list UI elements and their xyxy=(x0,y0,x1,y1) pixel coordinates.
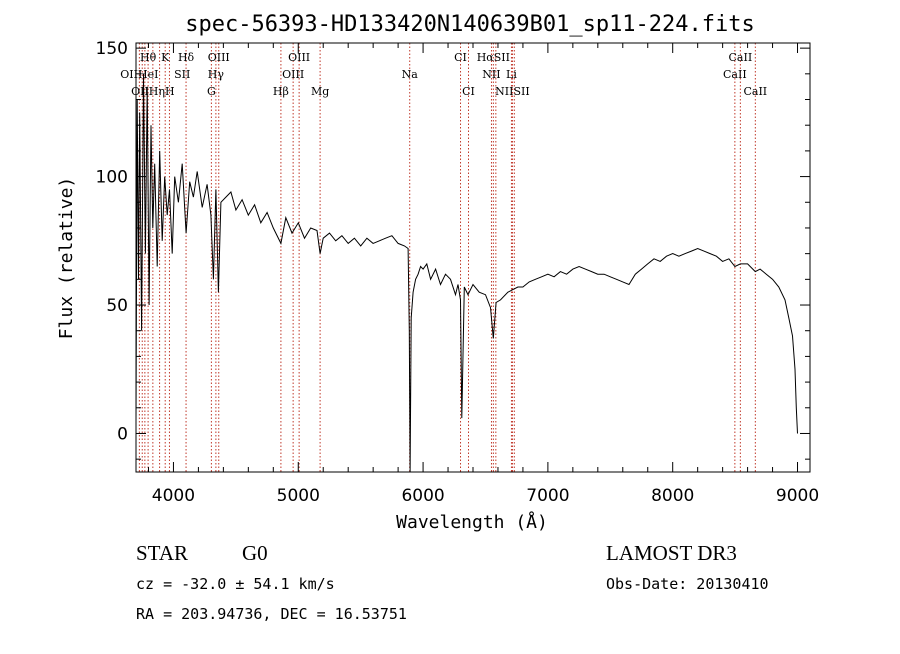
spectral-line-label: CaII xyxy=(743,85,767,98)
spectral-line-label: CaII xyxy=(729,51,753,64)
redshift-readout: cz = -32.0 ± 54.1 km/s xyxy=(136,575,335,593)
spectral-line-label: Hδ xyxy=(178,51,195,64)
spectral-line-label: CaII xyxy=(723,68,747,81)
chart-title: spec-56393-HD133420N140639B01_sp11-224.f… xyxy=(185,12,755,37)
y-tick-label: 0 xyxy=(117,424,128,444)
subclass: G0 xyxy=(242,541,268,565)
spectral-line-label: CI xyxy=(462,85,475,98)
x-tick-label: 8000 xyxy=(651,486,694,506)
y-axis-ticks: 0 50 100 150 xyxy=(96,39,810,460)
spectral-line-label: Na xyxy=(402,68,419,81)
spectral-line-label: HαSII xyxy=(477,51,510,64)
x-tick-label: 5000 xyxy=(277,486,320,506)
y-tick-label: 150 xyxy=(96,39,128,59)
x-axis-label: Wavelength (Å) xyxy=(396,511,548,533)
spectral-line-label: NII xyxy=(482,68,500,81)
x-tick-label: 6000 xyxy=(401,486,444,506)
spectral-line-label: Hθ xyxy=(140,51,157,64)
spectral-line-label: NIISII xyxy=(495,85,530,98)
y-tick-label: 50 xyxy=(106,296,128,316)
spectral-line-label: Li xyxy=(506,68,517,81)
x-tick-label: 9000 xyxy=(776,486,819,506)
spectral-line-label: OIII xyxy=(288,51,310,64)
x-tick-label: 4000 xyxy=(152,486,195,506)
x-axis-ticks: 4000 5000 6000 7000 8000 9000 xyxy=(147,43,819,506)
spectral-line-label: K xyxy=(161,51,170,64)
spectral-line-label: CI xyxy=(454,51,467,64)
spectral-line-label: OIIHηH xyxy=(131,85,174,98)
spectral-line-label: Mg xyxy=(311,85,329,98)
survey-name: LAMOST DR3 xyxy=(606,541,737,565)
spectral-line-label: OIII xyxy=(282,68,304,81)
spectral-line-label: OIII xyxy=(208,51,230,64)
spectral-line-markers xyxy=(138,43,756,472)
spectral-line-labels: Hθ K Hδ OIII OIII CI HαSII CaII OIIHeI SII Hγ OIII N… xyxy=(120,51,767,98)
x-tick-label: 7000 xyxy=(526,486,569,506)
coordinates: RA = 203.94736, DEC = 16.53751 xyxy=(136,605,407,623)
y-tick-label: 100 xyxy=(96,168,128,188)
spectral-line-label: OIIHeI xyxy=(120,68,158,81)
object-class: STAR xyxy=(136,541,188,565)
spectral-line-label: Hβ xyxy=(273,85,289,98)
spectral-line-label: Hγ xyxy=(208,68,225,81)
observation-date: Obs-Date: 20130410 xyxy=(606,575,769,593)
spectral-line-label: SII xyxy=(174,68,190,81)
plot-frame xyxy=(135,42,811,473)
y-axis-label: Flux (relative) xyxy=(56,177,77,340)
spectrum-line xyxy=(135,73,798,473)
spectral-line-label: G xyxy=(207,85,216,98)
